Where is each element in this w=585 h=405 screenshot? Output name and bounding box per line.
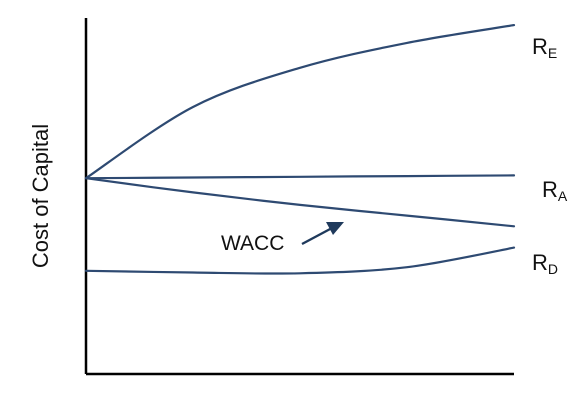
series-label-re-sub: E <box>548 45 557 61</box>
series-label-rd-main: R <box>532 250 548 275</box>
series-line-re <box>84 24 516 180</box>
series-label-ra-main: R <box>542 177 558 202</box>
series-line-ra <box>84 174 516 180</box>
series-line-wacc <box>84 177 516 228</box>
series-label-rd-sub: D <box>548 261 558 277</box>
series-label-ra: RA <box>542 177 568 204</box>
series-label-ra-sub: A <box>558 188 568 204</box>
series-label-re-main: R <box>532 34 548 59</box>
wacc-arrow <box>301 222 344 246</box>
series-label-rd: RD <box>532 250 558 277</box>
series-lines <box>84 24 516 275</box>
series-label-re: RE <box>532 34 557 61</box>
y-axis-label: Cost of Capital <box>28 124 53 268</box>
series-label-wacc: WACC <box>221 232 284 255</box>
series-line-rd <box>84 246 516 275</box>
